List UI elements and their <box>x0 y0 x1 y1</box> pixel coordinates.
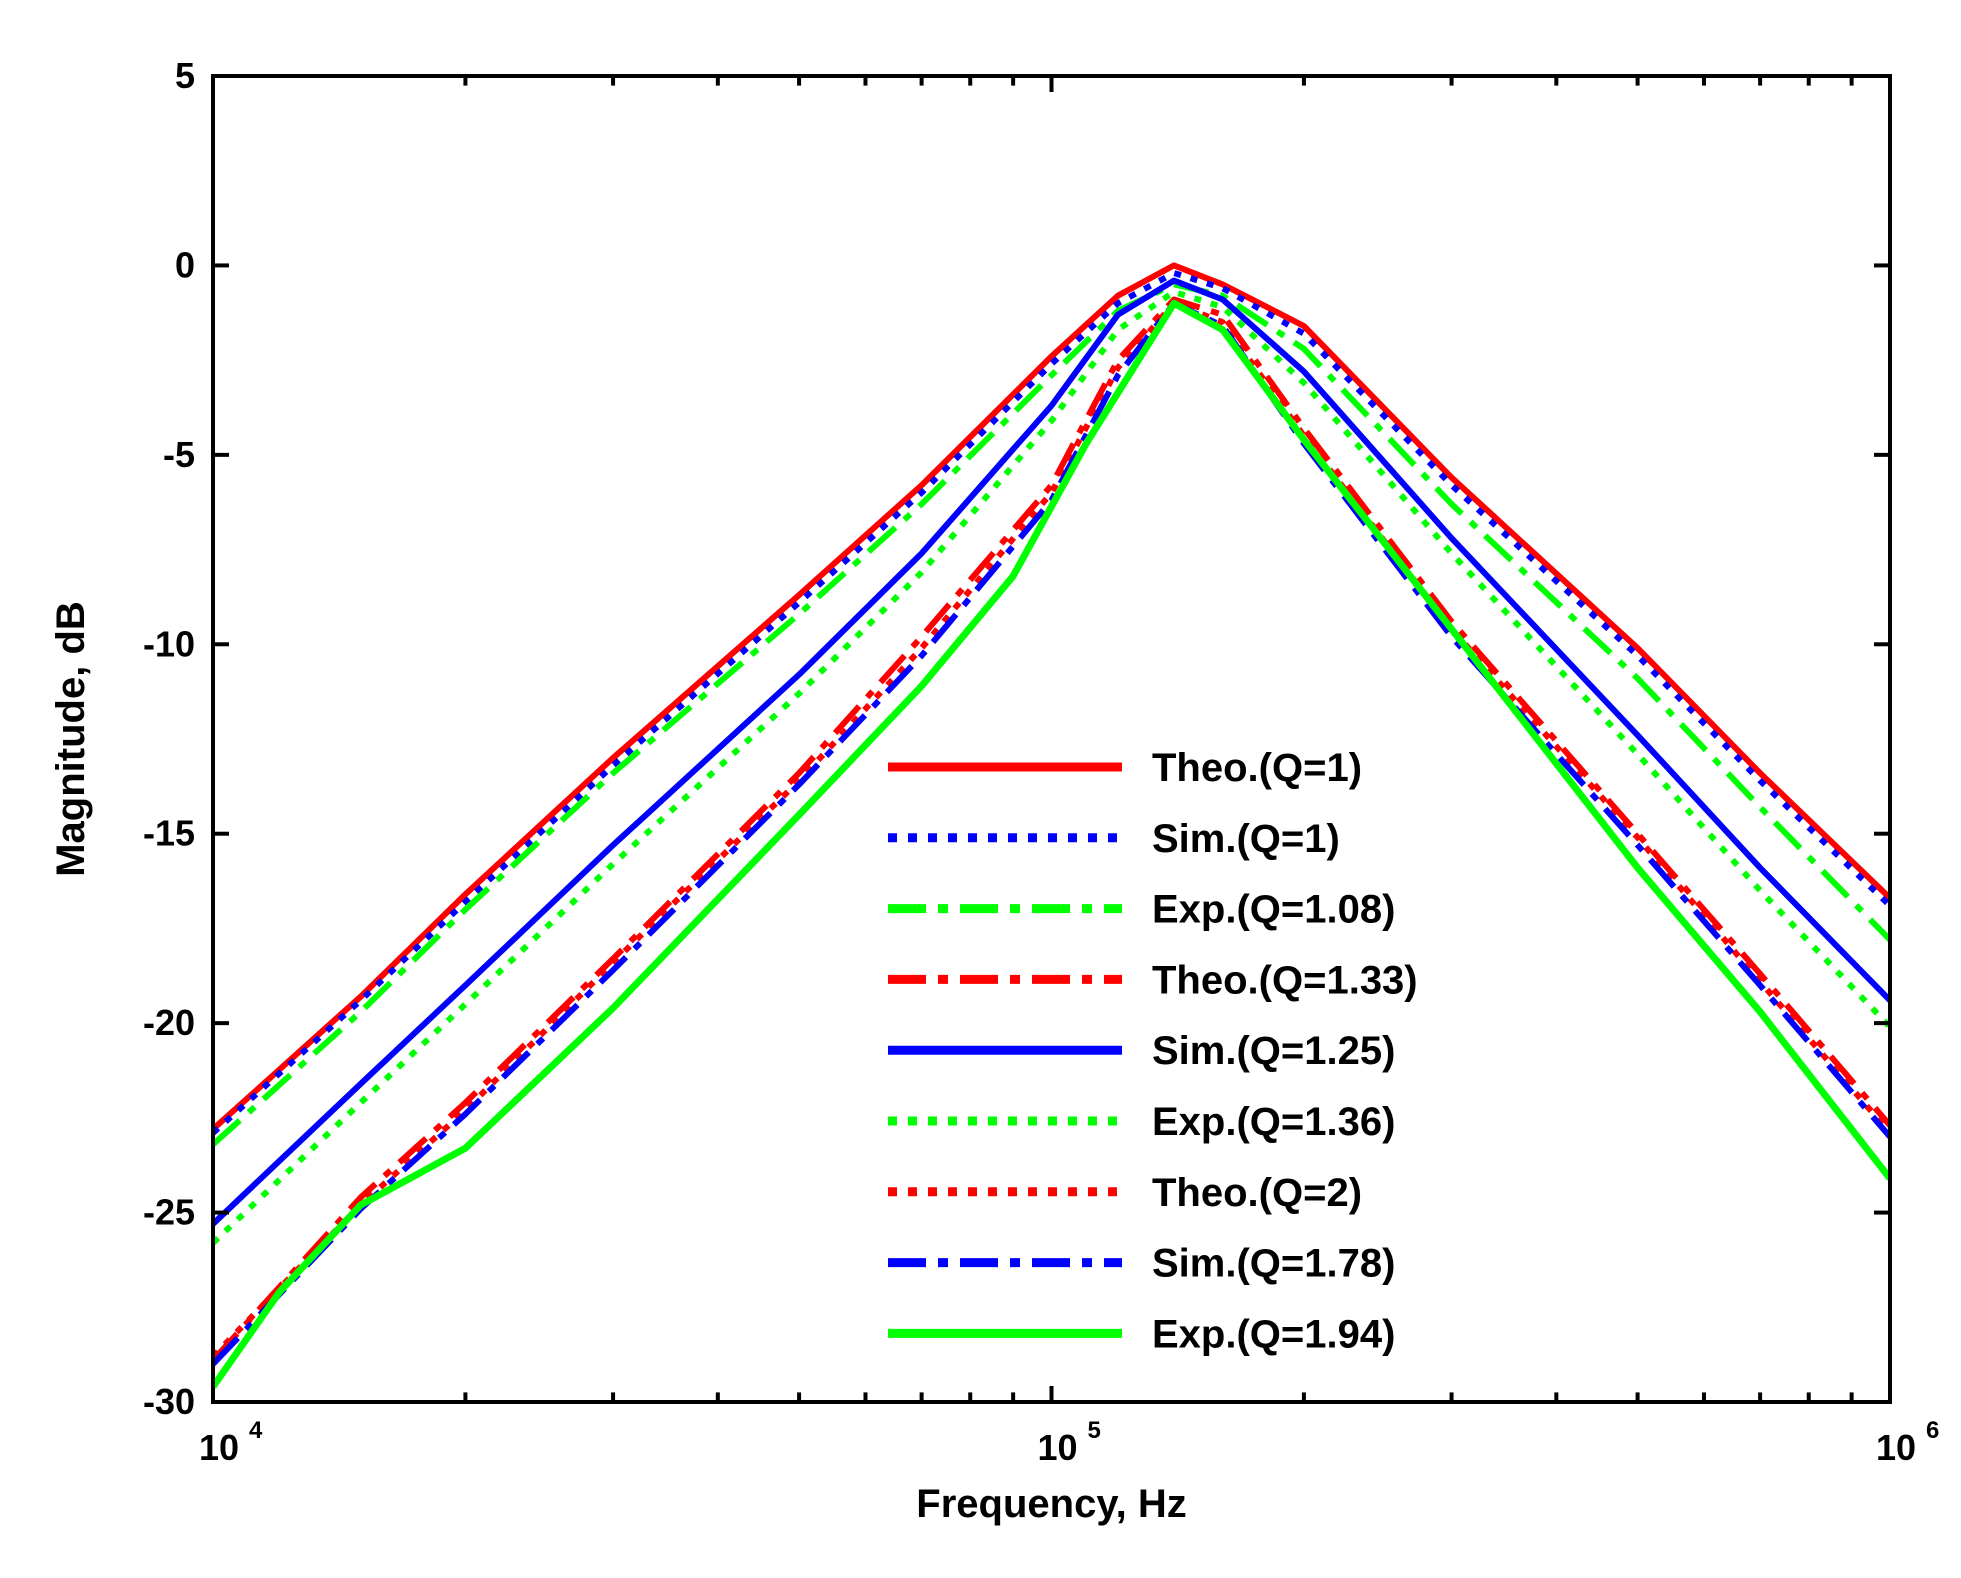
y-tick-label: -15 <box>143 813 195 854</box>
legend: Theo.(Q=1) Sim.(Q=1) Exp.(Q=1.08) Theo.(Q=1… <box>888 746 1418 1356</box>
series-line-2 <box>213 270 1890 1136</box>
legend-label-4: Theo.(Q=1.33) <box>1152 958 1418 1002</box>
y-tick-label: -20 <box>143 1002 195 1043</box>
legend-label-3: Exp.(Q=1.08) <box>1152 888 1395 932</box>
x-tick-label: 10 <box>199 1427 239 1468</box>
legend-label-8: Sim.(Q=1.78) <box>1152 1242 1395 1286</box>
legend-label-2: Sim.(Q=1) <box>1152 817 1340 861</box>
y-axis-title: Magnitude, dB <box>49 601 93 877</box>
series-line-3 <box>213 281 1890 1147</box>
x-tick-label-exponent: 5 <box>1088 1417 1101 1444</box>
series-line-8 <box>213 300 1890 1367</box>
series-line-9 <box>213 299 1890 1389</box>
x-tick-label-exponent: 4 <box>249 1417 263 1444</box>
y-tick-label: -25 <box>143 1192 195 1233</box>
y-tick-label: -10 <box>143 623 195 664</box>
series-line-7 <box>213 300 1890 1359</box>
series-line-1 <box>213 262 1890 1132</box>
x-axis-title: Frequency, Hz <box>916 1482 1186 1526</box>
x-tick-label-exponent: 6 <box>1926 1417 1939 1444</box>
series-line-5 <box>213 277 1890 1227</box>
legend-label-5: Sim.(Q=1.25) <box>1152 1029 1395 1073</box>
series-line-4 <box>213 296 1890 1363</box>
y-tick-label: 5 <box>175 55 195 96</box>
legend-label-6: Exp.(Q=1.36) <box>1152 1100 1395 1144</box>
legend-label-1: Theo.(Q=1) <box>1152 746 1362 790</box>
tick-marks <box>211 74 1892 1404</box>
y-tick-label: -30 <box>143 1381 195 1422</box>
legend-label-9: Exp.(Q=1.94) <box>1152 1312 1395 1356</box>
series-layer <box>213 262 1890 1389</box>
x-tick-label: 10 <box>1037 1427 1077 1468</box>
series-line-6 <box>213 288 1890 1246</box>
legend-label-7: Theo.(Q=2) <box>1152 1171 1362 1215</box>
y-tick-label: -5 <box>163 434 195 475</box>
y-tick-label: 0 <box>175 244 195 285</box>
x-tick-label: 10 <box>1876 1427 1916 1468</box>
